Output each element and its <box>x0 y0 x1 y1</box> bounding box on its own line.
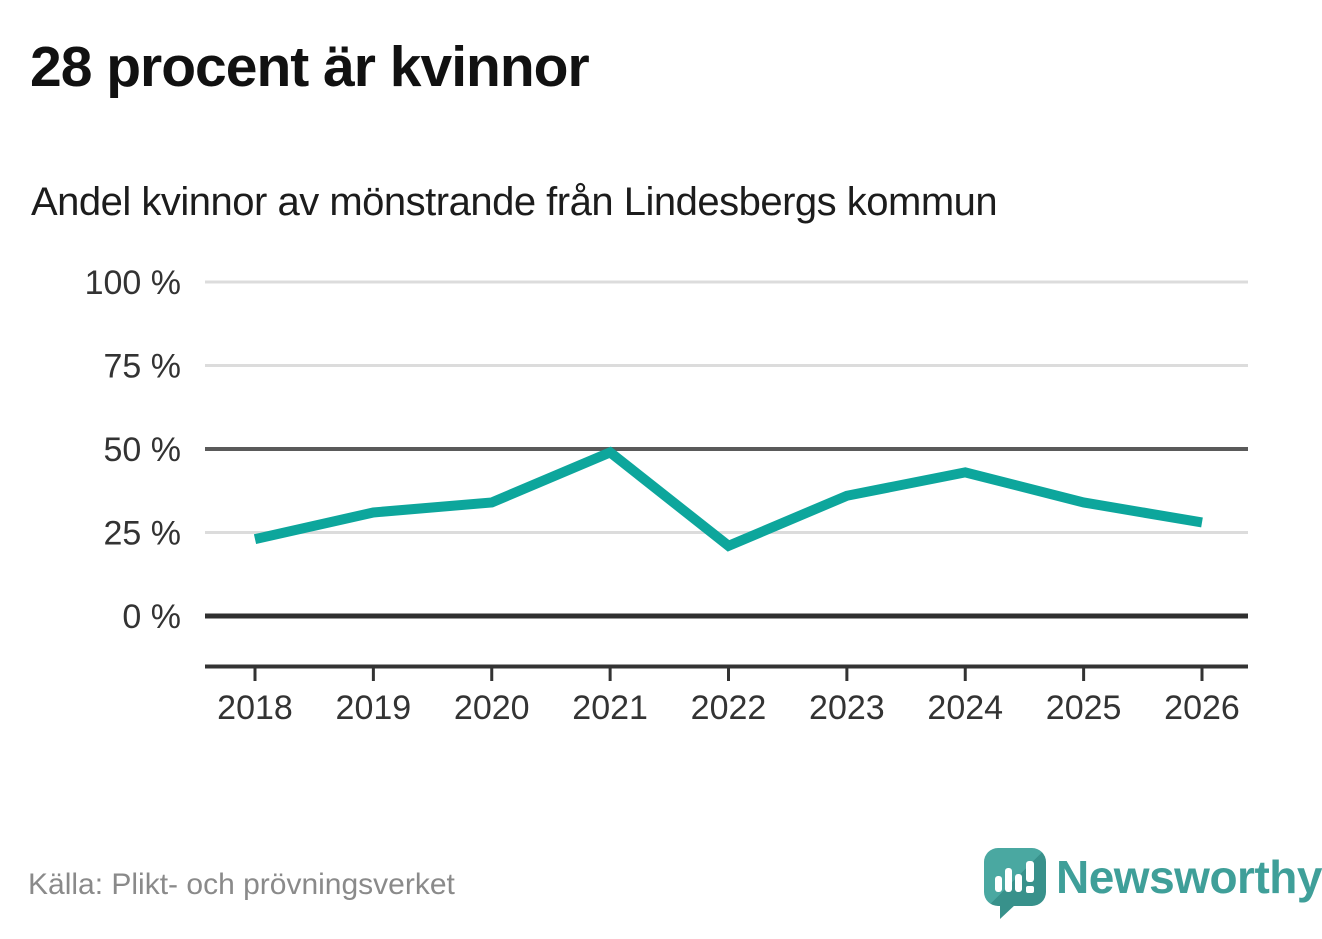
x-tick-label: 2018 <box>217 689 293 727</box>
page-title: 28 procent är kvinnor <box>30 35 590 99</box>
logo-bar-icon <box>1015 874 1022 892</box>
x-tick-label: 2019 <box>336 689 412 727</box>
x-tick-label: 2024 <box>927 689 1003 727</box>
y-tick-label: 100 % <box>85 264 181 302</box>
y-tick-label: 50 % <box>104 431 182 469</box>
logo-exclamation-icon <box>1026 861 1034 882</box>
logo-speech-tail <box>1000 904 1016 919</box>
brand-wordmark: Newsworthy <box>1056 851 1322 903</box>
logo-bar-icon <box>1005 868 1012 892</box>
x-tick-label: 2020 <box>454 689 530 727</box>
y-tick-label: 0 % <box>122 598 181 636</box>
x-tick-label: 2025 <box>1046 689 1122 727</box>
x-tick-label: 2026 <box>1164 689 1240 727</box>
y-tick-label: 75 % <box>104 348 182 386</box>
newsworthy-logo: Newsworthy <box>984 846 1322 926</box>
x-tick-label: 2021 <box>572 689 648 727</box>
x-tick-label: 2023 <box>809 689 885 727</box>
data-line-andel-kvinnor <box>253 446 1203 552</box>
y-tick-label: 25 % <box>104 515 182 553</box>
source-caption: Källa: Plikt- och prövningsverket <box>28 868 455 901</box>
x-tick-label: 2022 <box>691 689 767 727</box>
line-chart: 0 % 25 % 50 % 75 % 100 % 2018 2019 2020 2021 2022… <box>85 264 1248 727</box>
logo-bar-icon <box>995 876 1002 892</box>
newsworthy-speech-bubble-icon <box>984 848 1046 906</box>
chart-subtitle: Andel kvinnor av mönstrande från Lindesb… <box>31 180 998 224</box>
logo-exclamation-dot-icon <box>1026 886 1034 893</box>
